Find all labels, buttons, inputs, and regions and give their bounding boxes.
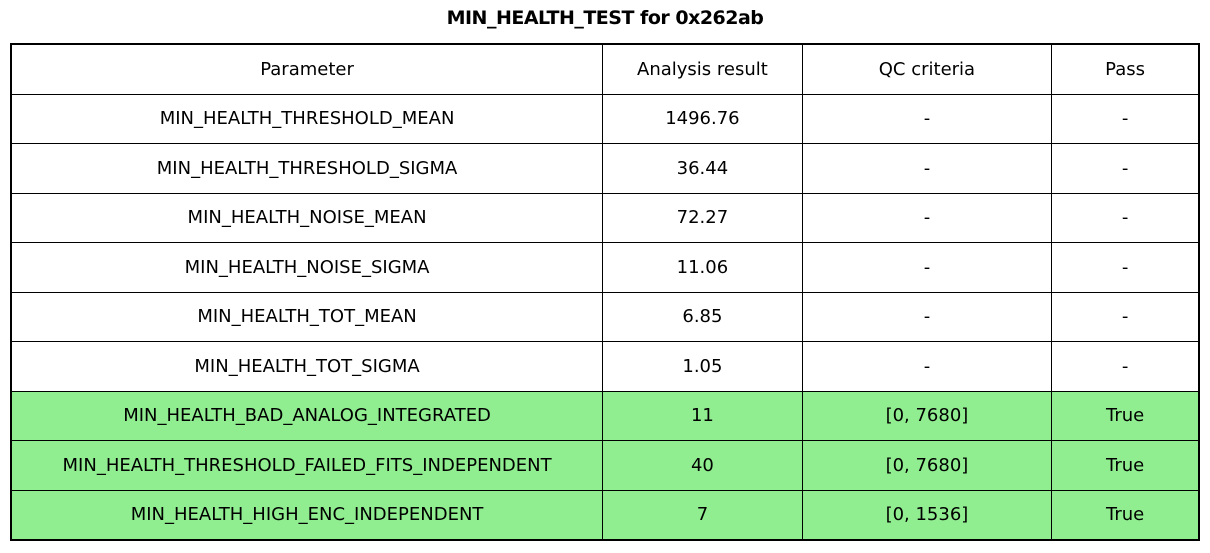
column-header-analysis-result: Analysis result [602, 43, 803, 95]
qc-criteria-cell: - [801, 291, 1053, 342]
pass-cell: - [1051, 192, 1200, 243]
qc-criteria-cell: - [801, 143, 1053, 194]
table-row: MIN_HEALTH_BAD_ANALOG_INTEGRATED 11 [0, 76… [10, 390, 1200, 441]
parameter-cell: MIN_HEALTH_TOT_MEAN [10, 291, 604, 342]
pass-cell: True [1051, 440, 1200, 491]
analysis-result-cell: 6.85 [602, 291, 803, 342]
analysis-result-cell: 11.06 [602, 242, 803, 293]
table-row: MIN_HEALTH_THRESHOLD_SIGMA 36.44- - [10, 143, 1200, 194]
analysis-result-cell: 7 [602, 489, 803, 541]
table-body: MIN_HEALTH_THRESHOLD_MEAN 1496.76- - MIN_HE… [10, 93, 1200, 541]
qc-criteria-cell: [0, 1536] [801, 489, 1053, 541]
pass-cell: True [1051, 390, 1200, 441]
qc-criteria-cell: [0, 7680] [801, 440, 1053, 491]
analysis-result-cell: 1496.76 [602, 93, 803, 144]
analysis-result-cell: 11 [602, 390, 803, 441]
parameter-cell: MIN_HEALTH_THRESHOLD_FAILED_FITS_INDEPEN… [10, 440, 604, 491]
page-title: MIN_HEALTH_TEST for 0x262ab [446, 7, 764, 29]
parameter-cell: MIN_HEALTH_THRESHOLD_SIGMA [10, 143, 604, 194]
parameter-cell: MIN_HEALTH_TOT_SIGMA [10, 341, 604, 392]
column-header-pass: Pass [1051, 43, 1200, 95]
analysis-result-cell: 36.44 [602, 143, 803, 194]
table-row: MIN_HEALTH_NOISE_MEAN 72.27- - [10, 192, 1200, 243]
table-row: MIN_HEALTH_THRESHOLD_MEAN 1496.76- - [10, 93, 1200, 144]
analysis-result-cell: 40 [602, 440, 803, 491]
table-row: MIN_HEALTH_NOISE_SIGMA 11.06- - [10, 242, 1200, 293]
parameter-cell: MIN_HEALTH_THRESHOLD_MEAN [10, 93, 604, 144]
pass-cell: - [1051, 93, 1200, 144]
pass-cell: - [1051, 291, 1200, 342]
column-header-parameter: Parameter [10, 43, 604, 95]
pass-cell: - [1051, 143, 1200, 194]
table-row: MIN_HEALTH_THRESHOLD_FAILED_FITS_INDEPEN… [10, 440, 1200, 491]
parameter-cell: MIN_HEALTH_NOISE_SIGMA [10, 242, 604, 293]
table-row: MIN_HEALTH_TOT_SIGMA 1.05- - [10, 341, 1200, 392]
qc-criteria-cell: - [801, 341, 1053, 392]
pass-cell: True [1051, 489, 1200, 541]
parameter-cell: MIN_HEALTH_BAD_ANALOG_INTEGRATED [10, 390, 604, 441]
qc-criteria-cell: - [801, 93, 1053, 144]
qc-criteria-cell: [0, 7680] [801, 390, 1053, 441]
column-header-qc-criteria: QC criteria [801, 43, 1053, 95]
pass-cell: - [1051, 242, 1200, 293]
table-row: MIN_HEALTH_TOT_MEAN 6.85- - [10, 291, 1200, 342]
analysis-result-cell: 72.27 [602, 192, 803, 243]
analysis-result-cell: 1.05 [602, 341, 803, 392]
qc-results-table: Parameter Analysis result QC criteria Pa… [10, 43, 1200, 541]
qc-criteria-cell: - [801, 192, 1053, 243]
table-row: MIN_HEALTH_HIGH_ENC_INDEPENDENT 7 [0, 1536… [10, 489, 1200, 541]
table-header-row: Parameter Analysis result QC criteria Pa… [10, 43, 1200, 95]
pass-cell: - [1051, 341, 1200, 392]
qc-criteria-cell: - [801, 242, 1053, 293]
parameter-cell: MIN_HEALTH_NOISE_MEAN [10, 192, 604, 243]
parameter-cell: MIN_HEALTH_HIGH_ENC_INDEPENDENT [10, 489, 604, 541]
